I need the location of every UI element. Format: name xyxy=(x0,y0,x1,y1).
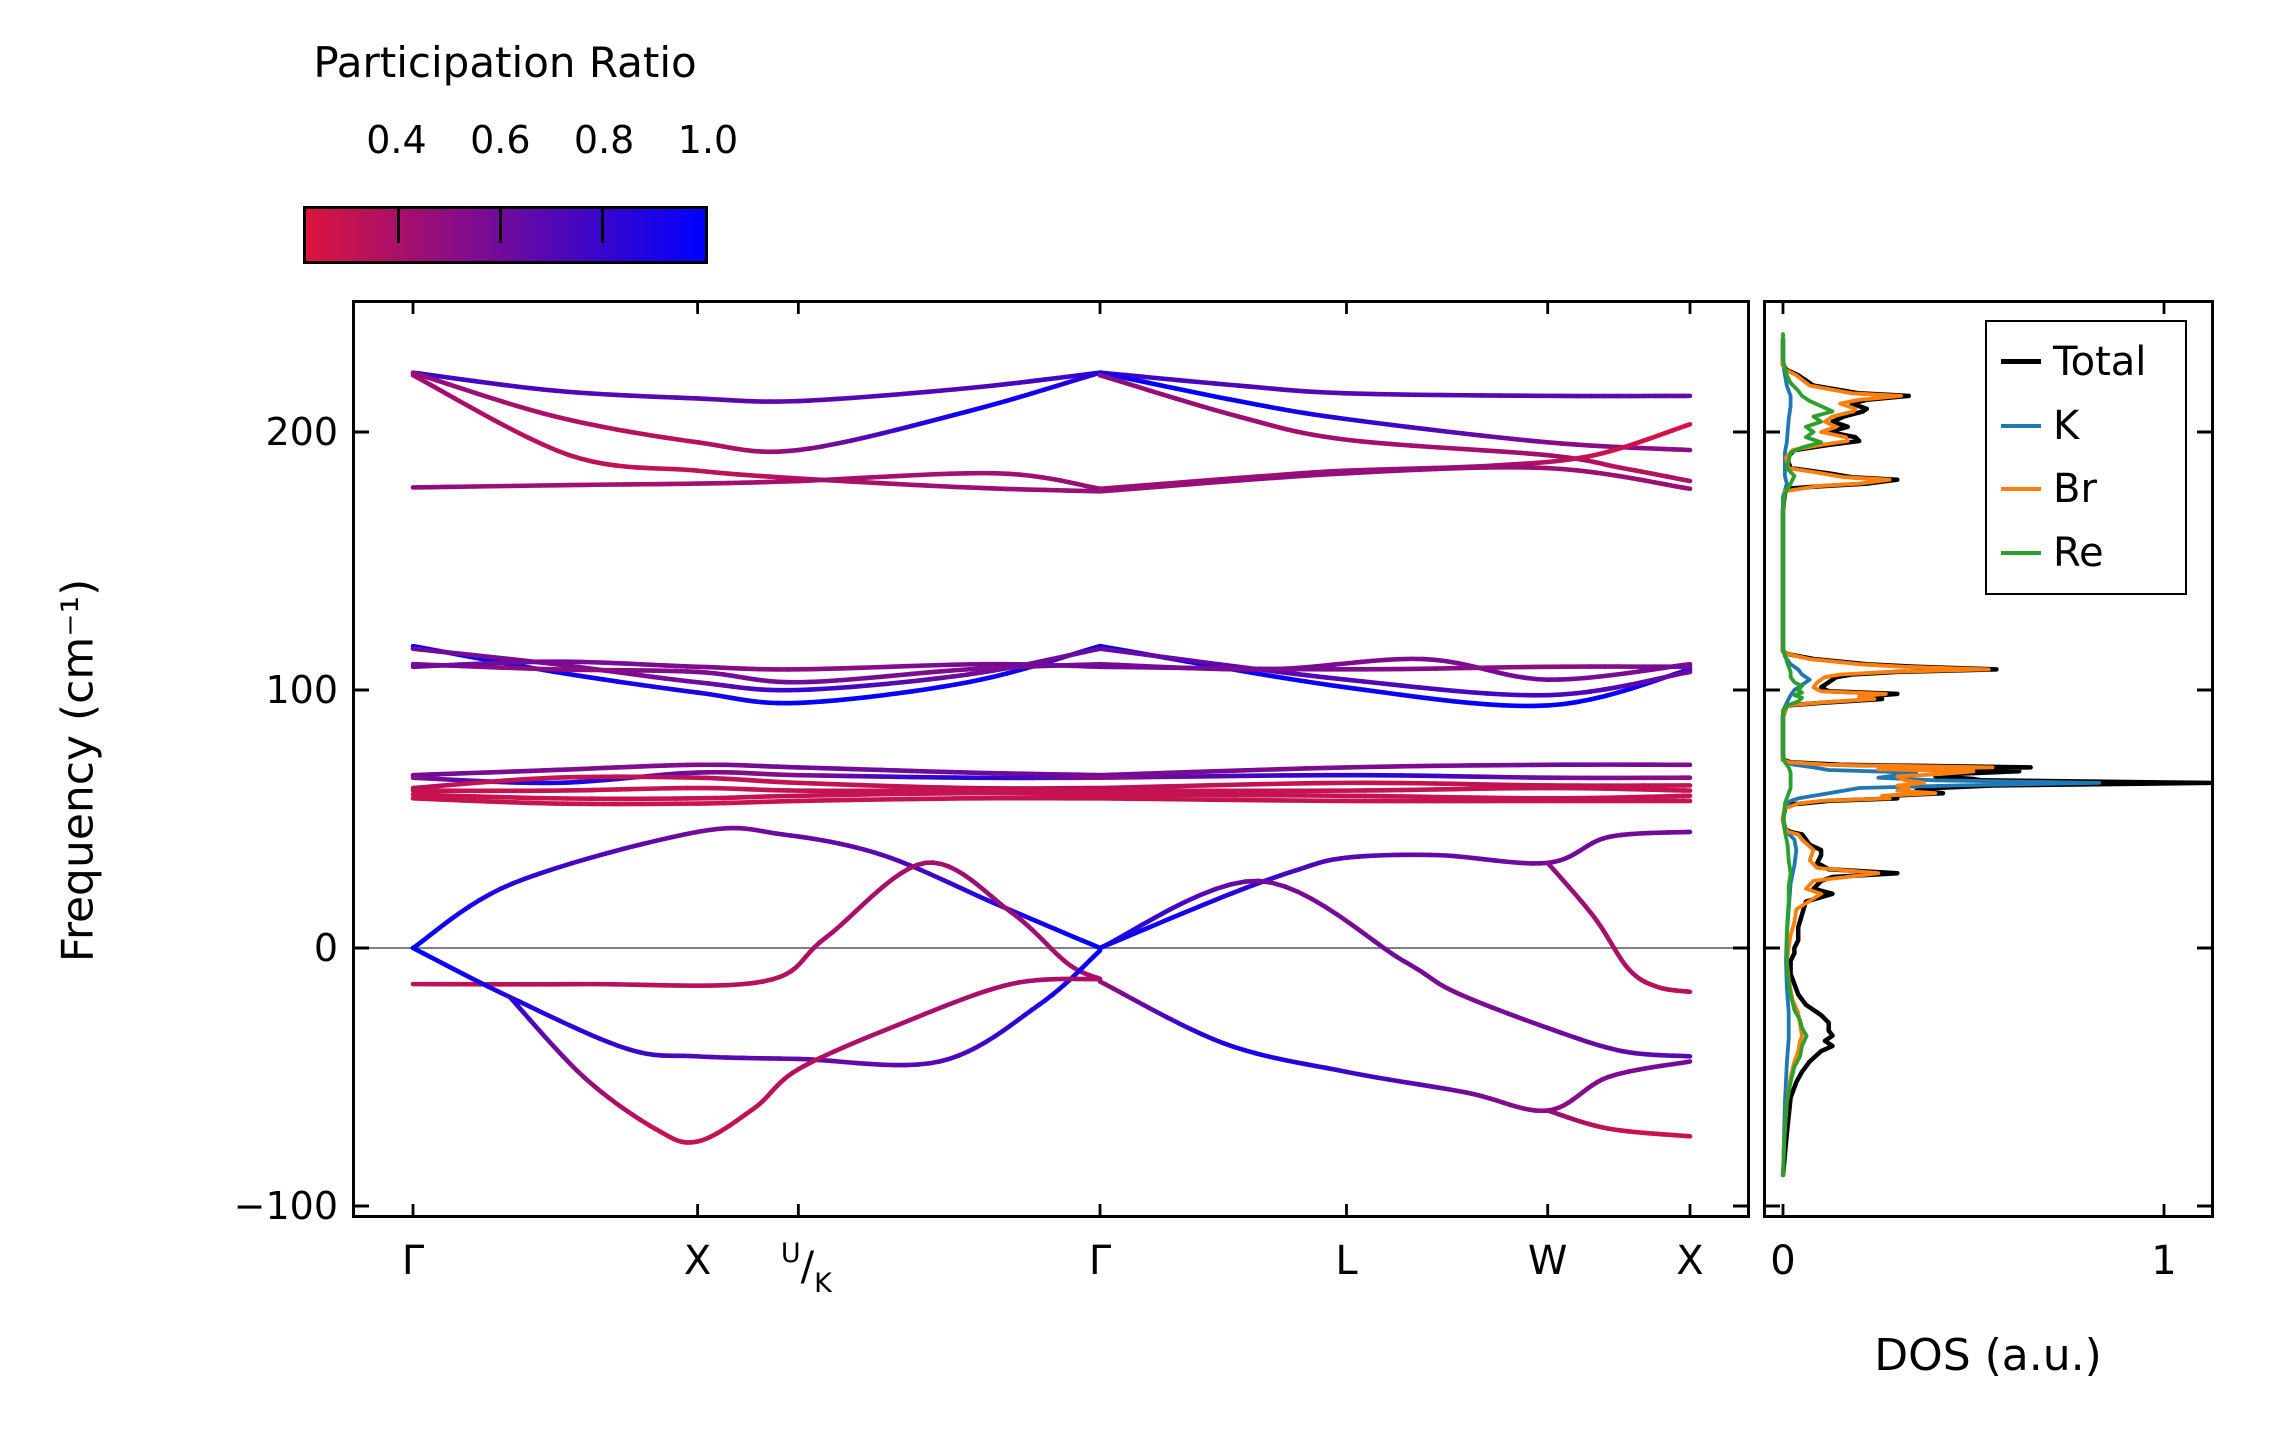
colorbar-tick-label: 0.6 xyxy=(470,118,531,162)
y-tick-label-0: 0 xyxy=(313,926,338,970)
axes-frame xyxy=(352,300,1750,1218)
y-tick-label-200: 200 xyxy=(265,410,338,454)
legend-label-k: K xyxy=(2053,402,2080,449)
colorbar-tick xyxy=(396,209,400,243)
colorbar-tick-label: 0.4 xyxy=(366,118,427,162)
legend-item-total: Total xyxy=(2001,342,2185,382)
colorbar-tick xyxy=(498,209,502,243)
legend-label-re: Re xyxy=(2053,530,2104,577)
legend-item-k: K xyxy=(2001,406,2185,446)
band-structure-plot xyxy=(352,300,1750,1218)
k-tick-label-5: W xyxy=(1527,1238,1568,1284)
frequency-axis-label: Frequency (cm⁻¹) xyxy=(52,578,104,963)
y-tick-label--100: −100 xyxy=(233,1184,338,1228)
participation-ratio-colorbar xyxy=(303,206,708,264)
phonon-bands xyxy=(410,370,1693,1145)
k-tick-label-4: L xyxy=(1335,1238,1358,1284)
k-tick-label-1: X xyxy=(683,1238,712,1284)
colorbar-tick-label: 1.0 xyxy=(677,118,739,162)
k-tick-label-2: U/K xyxy=(780,1238,832,1299)
legend-label-br: Br xyxy=(2053,466,2097,513)
dos-plot xyxy=(1763,300,2214,1218)
colorbar-title: Participation Ratio xyxy=(313,38,697,87)
dos-curve-br xyxy=(1781,337,1995,1177)
legend-swatch-k xyxy=(2001,423,2041,428)
legend-item-br: Br xyxy=(2001,469,2185,509)
legend-item-re: Re xyxy=(2001,533,2185,573)
k-tick-label-6: X xyxy=(1676,1238,1704,1284)
legend-label-total: Total xyxy=(2053,338,2147,385)
dos-x-tick-label-1: 1 xyxy=(2151,1238,2177,1284)
axes-frame xyxy=(1763,300,2214,1218)
dos-curve-re xyxy=(1781,332,1835,1177)
k-tick-label-3: Γ xyxy=(1088,1238,1112,1284)
colorbar-tick-label: 0.8 xyxy=(573,118,635,162)
colorbar-tick xyxy=(601,209,605,243)
dos-legend: Total K Br Re xyxy=(1985,320,2187,595)
k-tick-label-0: Γ xyxy=(401,1238,425,1284)
y-tick-label-100: 100 xyxy=(265,668,338,712)
legend-swatch-re xyxy=(2001,551,2041,556)
legend-swatch-br xyxy=(2001,487,2041,492)
dos-axis-label: DOS (a.u.) xyxy=(1874,1330,2102,1381)
legend-swatch-total xyxy=(2001,359,2041,365)
dos-x-tick-label-0: 0 xyxy=(1770,1238,1796,1284)
